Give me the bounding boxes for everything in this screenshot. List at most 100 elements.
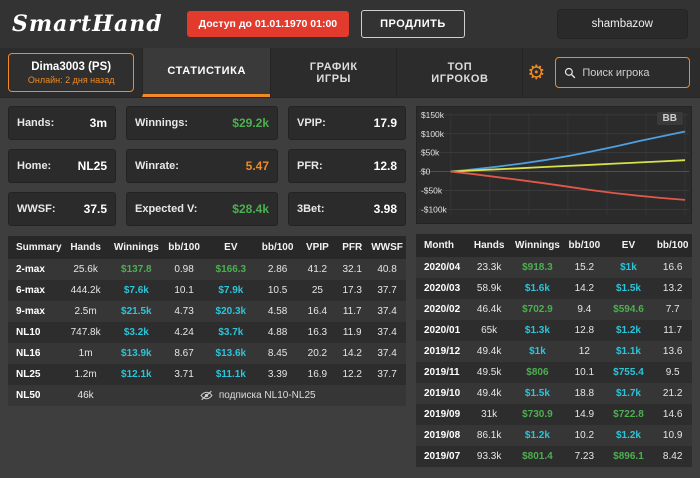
cell: 7.23 <box>574 451 595 462</box>
cell: 25 <box>311 285 323 296</box>
chart-blue-line <box>450 130 686 173</box>
cell: 9-max <box>16 306 45 317</box>
table-row: 2019/12 49.4k $1k 12 $1.1k 13.6 <box>416 341 692 362</box>
cell: 86.1k <box>476 430 502 441</box>
stat-value: NL25 <box>77 159 107 173</box>
cell: 32.1 <box>342 264 362 275</box>
winnings-cell: $7.6k <box>123 285 149 296</box>
right-panel: $150k $100k $50k $0 -$50k -$100k BB Month Hand… <box>416 106 692 467</box>
stat-value: 17.9 <box>373 116 397 130</box>
cell: 25.6k <box>73 264 98 275</box>
cell: 8.67 <box>174 348 194 359</box>
column-header: Winnings <box>509 234 566 257</box>
cell: 1.2m <box>74 369 97 380</box>
table-row: 2019/09 31k $730.9 14.9 $722.8 14.6 <box>416 404 692 425</box>
table-row: 2019/10 49.4k $1.5k 18.8 $1.7k 21.2 <box>416 383 692 404</box>
cell: 23.3k <box>476 262 502 273</box>
cell: 13.6 <box>662 346 683 357</box>
column-header: Summary <box>8 236 62 259</box>
cell: 9.4 <box>577 304 592 315</box>
stat-label: Expected V: <box>135 203 198 215</box>
cell: 46.4k <box>476 304 502 315</box>
cell: 444.2k <box>70 285 101 296</box>
tab-statistics[interactable]: СТАТИСТИКА <box>142 48 270 97</box>
ev-cell: $722.8 <box>613 409 644 420</box>
column-header: VPIP <box>298 236 337 259</box>
tab-game-chart[interactable]: ГРАФИК ИГРЫ <box>269 48 396 97</box>
cell: 49.4k <box>476 346 502 357</box>
tab-top-players[interactable]: ТОП ИГРОКОВ <box>396 48 524 97</box>
winnings-cell: $730.9 <box>522 409 553 420</box>
subscription-notice-text: подписка NL10-NL25 <box>218 390 316 401</box>
table-row: 9-max 2.5m $21.5k 4.73 $20.3k 4.58 16.4 11.7 37.… <box>8 301 406 322</box>
cell: 11.9 <box>342 327 362 338</box>
stats-grid: Hands: 3m Winnings: $29.2k VPIP: 17.9 Home: NL2… <box>8 106 406 226</box>
ev-cell: $166.3 <box>215 264 247 275</box>
cell: 11.7 <box>342 306 362 317</box>
y-tick-label: $50k <box>421 148 440 158</box>
cell: NL25 <box>16 369 41 380</box>
cell: 2.5m <box>74 306 97 317</box>
winnings-cell: $3.2k <box>123 327 149 338</box>
y-tick-label: -$100k <box>421 204 448 214</box>
cell: 14.2 <box>574 283 595 294</box>
search-icon <box>564 67 576 79</box>
cell: 6-max <box>16 285 45 296</box>
summary-header-row: Summary Hands Winnings bb/100 EV bb/100 VPIP PF… <box>8 236 406 259</box>
ev-cell: $1.5k <box>615 283 641 294</box>
search-input[interactable] <box>582 66 681 79</box>
winnings-cell: $702.9 <box>522 304 553 315</box>
cell: 37.7 <box>377 369 397 380</box>
cell: 11.7 <box>663 325 683 336</box>
cell: 17.3 <box>342 285 362 296</box>
ev-cell: $1.1k <box>615 346 641 357</box>
bb-unit-label: BB <box>656 112 683 125</box>
cell: 2.86 <box>267 264 288 275</box>
cell: 10.1 <box>574 367 595 378</box>
table-row: NL25 1.2m $12.1k 3.71 $11.1k 3.39 16.9 12.2 37.7 <box>8 364 406 385</box>
ev-cell: $1.2k <box>615 325 641 336</box>
cell: 4.58 <box>267 306 288 317</box>
cell: 12.8 <box>574 325 595 336</box>
player-profile-button[interactable]: Dima3003 (PS) Онлайн: 2 дня назад <box>8 53 135 92</box>
cell: 4.24 <box>174 327 194 338</box>
stat-label: PFR: <box>297 160 323 172</box>
cell: 2019/08 <box>424 430 461 441</box>
winnings-cell: $806 <box>526 367 549 378</box>
winnings-cell: $918.3 <box>522 262 553 273</box>
cell: 14.2 <box>342 348 362 359</box>
ev-cell: $20.3k <box>215 306 247 317</box>
winnings-chart: $150k $100k $50k $0 -$50k -$100k BB <box>416 106 692 224</box>
table-row: 6-max 444.2k $7.6k 10.1 $7.9k 10.5 25 17.3 37.7 <box>8 280 406 301</box>
cell: 2019/12 <box>424 346 461 357</box>
table-row: NL16 1m $13.9k 8.67 $13.6k 8.45 20.2 14.2 37.4 <box>8 343 406 364</box>
cell: 2020/03 <box>424 283 461 294</box>
winnings-cell: $1k <box>529 346 546 357</box>
subscription-link[interactable]: подписка NL10-NL25 <box>111 390 404 401</box>
column-header: EV <box>204 236 257 259</box>
cell: 10.9 <box>662 430 683 441</box>
cell: 4.73 <box>174 306 194 317</box>
tabs: СТАТИСТИКА ГРАФИК ИГРЫ ТОП ИГРОКОВ <box>142 48 524 97</box>
stat-box-pfr: PFR: 12.8 <box>288 149 406 183</box>
locked-row: NL50 46k подписка NL10-NL25 <box>8 385 406 406</box>
cell: 16.4 <box>307 306 328 317</box>
ev-cell: $1.2k <box>615 430 641 441</box>
cell: 7.7 <box>665 304 680 315</box>
stat-box-expected-v: Expected V: $28.4k <box>126 192 278 226</box>
cell: 0.98 <box>174 264 194 275</box>
cell: 18.8 <box>574 388 595 399</box>
username-button[interactable]: shambazow <box>556 9 688 39</box>
left-panel: Hands: 3m Winnings: $29.2k VPIP: 17.9 Home: NL2… <box>8 106 406 467</box>
gear-icon[interactable]: ⚙ <box>523 63 549 83</box>
ev-cell: $755.4 <box>613 367 644 378</box>
monthly-table: Month Hands Winnings bb/100 EV bb/100 2020/04… <box>416 234 692 467</box>
cell: 41.2 <box>307 264 328 275</box>
cell: 2020/02 <box>424 304 461 315</box>
cell: 14.9 <box>574 409 595 420</box>
cell: 8.45 <box>267 348 288 359</box>
app-logo: SmartHand <box>12 11 163 37</box>
eye-off-icon <box>200 390 213 401</box>
cell: 2-max <box>16 264 45 275</box>
extend-button[interactable]: ПРОДЛИТЬ <box>361 10 465 38</box>
